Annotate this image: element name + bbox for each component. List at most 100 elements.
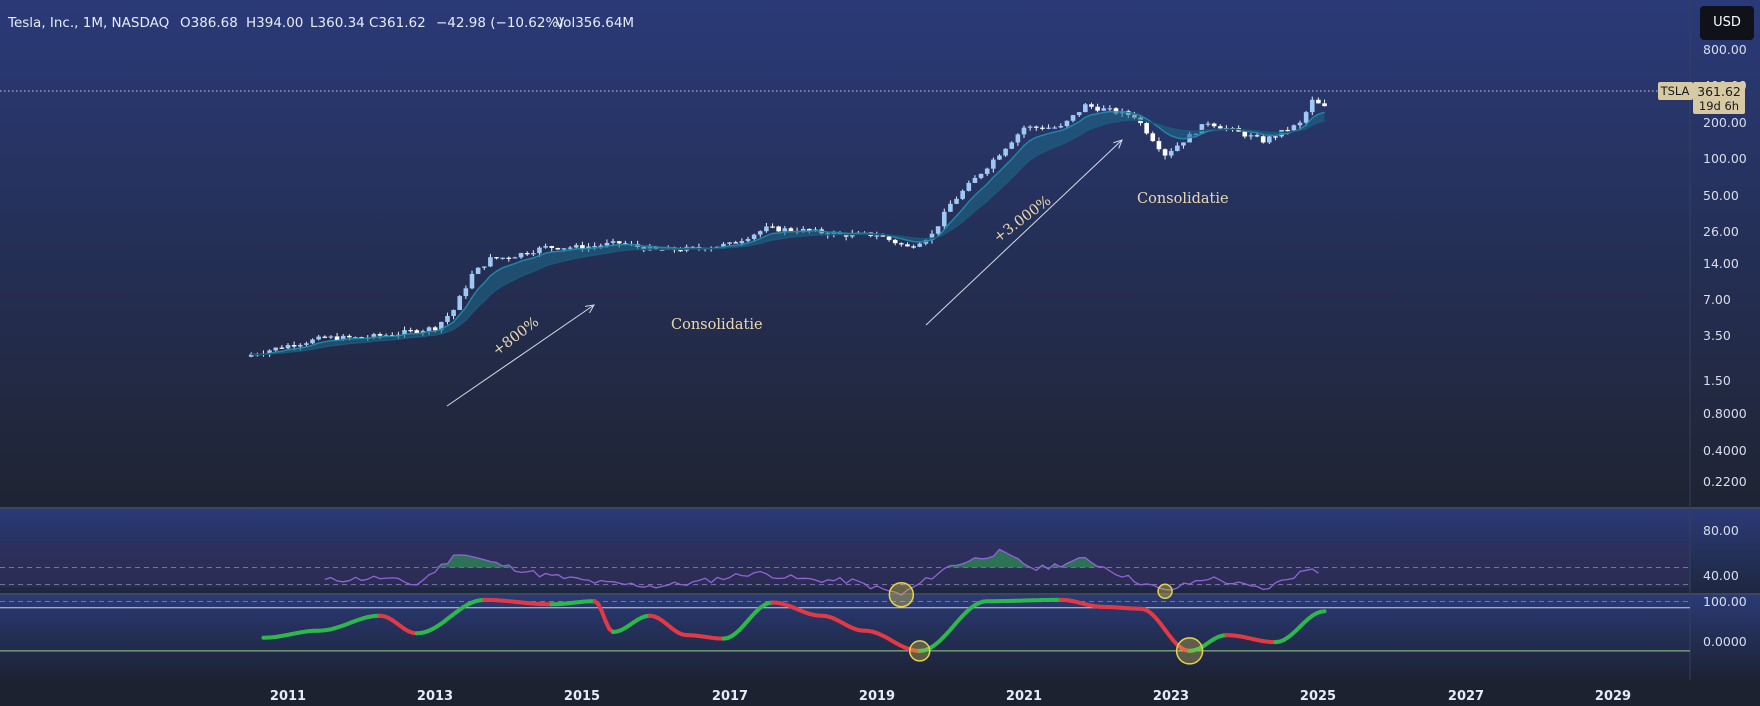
- candle: [1181, 142, 1186, 146]
- year-label: 2015: [564, 689, 600, 704]
- candle: [273, 347, 279, 351]
- candle: [751, 234, 757, 239]
- candle: [524, 253, 530, 255]
- candle: [1199, 124, 1205, 134]
- year-label: 2017: [712, 689, 748, 704]
- currency-button[interactable]: USD: [1700, 6, 1754, 40]
- candle: [353, 337, 358, 339]
- candle: [1162, 149, 1168, 156]
- candle: [886, 236, 892, 240]
- candle: [966, 182, 972, 191]
- candle: [1150, 133, 1156, 142]
- candle: [905, 244, 910, 247]
- candle: [469, 273, 475, 289]
- candle: [377, 334, 383, 336]
- stoch-highlight-circle: [908, 640, 931, 662]
- candle: [414, 330, 420, 334]
- candle: [1285, 129, 1291, 132]
- candle: [1021, 127, 1027, 135]
- arrow-head: [585, 304, 595, 314]
- last-price-tag: [1693, 82, 1745, 114]
- candle: [880, 235, 886, 237]
- price-tick-label: 3.50: [1703, 328, 1731, 343]
- candle: [1242, 131, 1248, 137]
- candle: [451, 309, 456, 316]
- trend-arrow-800: [446, 304, 595, 407]
- candle: [1089, 104, 1094, 107]
- stoch-highlight-circle: [1175, 637, 1204, 665]
- candle: [481, 266, 487, 268]
- candle: [874, 235, 880, 237]
- candle: [1003, 148, 1008, 156]
- candle: [960, 190, 965, 199]
- year-label: 2025: [1300, 689, 1336, 704]
- time-axis[interactable]: [0, 680, 1760, 706]
- candle: [1033, 126, 1039, 128]
- candle: [537, 247, 542, 254]
- stoch-pane[interactable]: [0, 595, 1760, 680]
- candle: [1101, 108, 1107, 111]
- rsi-band: [0, 543, 1690, 587]
- consolidation-label-1: Consolidatie: [671, 317, 763, 333]
- candle: [764, 226, 769, 232]
- candle: [1058, 126, 1064, 128]
- price-pane[interactable]: [0, 0, 1760, 507]
- rsi-tick-label: 40.00: [1703, 568, 1739, 583]
- candle: [1211, 123, 1217, 127]
- year-label: 2023: [1153, 689, 1189, 704]
- candle: [997, 155, 1002, 160]
- candle: [322, 336, 328, 338]
- year-label: 2019: [859, 689, 895, 704]
- candle: [941, 211, 947, 227]
- candle: [279, 347, 285, 349]
- candle: [911, 246, 916, 248]
- candle: [1064, 120, 1070, 127]
- candle: [285, 345, 291, 349]
- rsi-tick-label: 80.00: [1703, 523, 1739, 538]
- volume-value: Vol356.64M: [555, 15, 634, 31]
- candle: [984, 168, 990, 174]
- candle: [1144, 123, 1149, 134]
- candle: [500, 257, 505, 259]
- ticker-tag-label: TSLA: [1660, 84, 1690, 98]
- stoch-tick-label: 0.0000: [1703, 634, 1747, 649]
- candle: [770, 226, 775, 228]
- candle: [604, 242, 610, 246]
- candle: [1273, 136, 1278, 138]
- candle: [776, 226, 781, 232]
- year-label: 2029: [1595, 689, 1631, 704]
- candle: [1309, 99, 1315, 113]
- year-label: 2013: [417, 689, 453, 704]
- price-tick-label: 14.00: [1703, 256, 1739, 271]
- candle: [598, 245, 604, 247]
- candle: [1217, 126, 1223, 129]
- candle: [340, 335, 346, 341]
- stoch-segment: [1318, 609, 1327, 614]
- candle: [518, 253, 524, 258]
- candle: [917, 243, 923, 247]
- candle: [383, 335, 389, 337]
- arrow-head: [1113, 139, 1123, 149]
- candle: [291, 345, 297, 347]
- candle: [616, 241, 622, 244]
- candle: [267, 350, 272, 354]
- candle: [727, 242, 732, 244]
- candle: [1205, 123, 1211, 125]
- candle: [1083, 104, 1088, 113]
- candle: [1248, 135, 1254, 137]
- candle: [531, 253, 536, 255]
- candle: [935, 226, 941, 234]
- candle: [807, 228, 812, 231]
- moving-average-band: [251, 111, 1325, 355]
- ema-slow-line: [251, 119, 1325, 356]
- candle: [426, 327, 432, 332]
- year-label: 2011: [270, 689, 306, 704]
- arrow-shaft: [925, 139, 1123, 326]
- ema-fast-line: [251, 110, 1325, 356]
- candle: [310, 339, 315, 344]
- symbol-title: Tesla, Inc., 1M, NASDAQ: [7, 15, 169, 31]
- candle: [316, 336, 321, 340]
- last-price-value: 361.62: [1697, 84, 1741, 99]
- year-label: 2027: [1448, 689, 1484, 704]
